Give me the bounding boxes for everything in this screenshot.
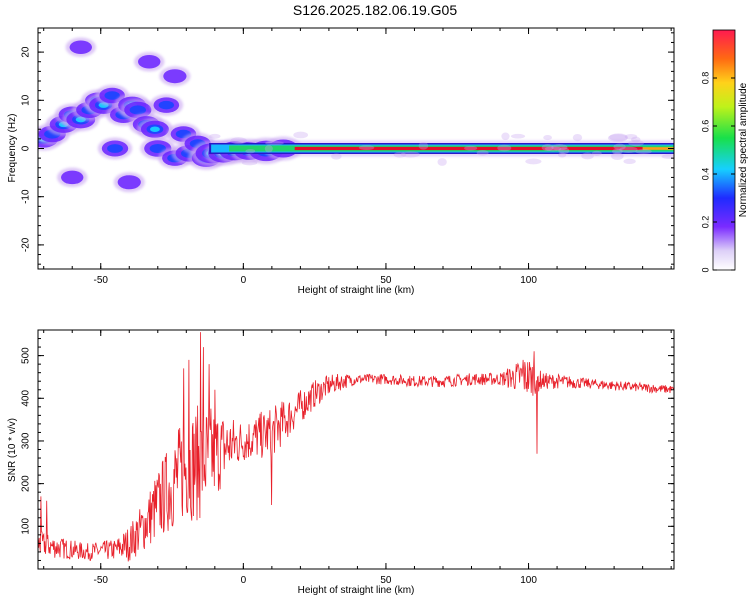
colorbar-gradient bbox=[712, 29, 736, 271]
colorbar-label: Normalized spectral amplitude bbox=[738, 82, 749, 217]
x-tick-label: 50 bbox=[380, 275, 392, 286]
noise-speckle bbox=[543, 135, 552, 141]
noise-speckle bbox=[558, 152, 567, 158]
noise-speckle bbox=[591, 150, 602, 156]
snr-x-label: Height of straight line (km) bbox=[298, 585, 415, 596]
x-tick-label: 0 bbox=[241, 575, 247, 586]
spectral-blob bbox=[134, 51, 165, 72]
colorbar-tick-label: 0.6 bbox=[700, 120, 710, 133]
spectral-blob bbox=[97, 137, 133, 160]
y-tick-label: -10 bbox=[21, 189, 32, 204]
noise-speckle bbox=[393, 151, 407, 158]
y-tick-label: 400 bbox=[21, 390, 32, 407]
snr-y-label: SNR (10 * v/v) bbox=[7, 418, 18, 482]
x-tick-label: -50 bbox=[94, 575, 109, 586]
noise-speckle bbox=[437, 158, 447, 166]
y-tick-label: 500 bbox=[21, 347, 32, 364]
noise-speckle bbox=[245, 149, 256, 154]
spectral-blob bbox=[136, 117, 173, 141]
y-tick-label: 200 bbox=[21, 475, 32, 492]
spectral-blob bbox=[159, 66, 191, 87]
colorbar: 0 0.2 0.4 0.6 0.8 Normalized spectral amplit… bbox=[700, 29, 749, 273]
y-tick-label: 100 bbox=[21, 518, 32, 535]
noise-speckle bbox=[624, 134, 638, 140]
noise-speckle bbox=[510, 133, 526, 139]
noise-speckle bbox=[230, 137, 247, 145]
noise-speckle bbox=[581, 152, 594, 160]
noise-speckle bbox=[611, 152, 624, 160]
spectral-ridge bbox=[209, 143, 674, 154]
spectrogram-x-label: Height of straight line (km) bbox=[298, 285, 415, 296]
noise-speckle bbox=[331, 153, 342, 160]
y-tick-label: 300 bbox=[21, 432, 32, 449]
x-tick-label: 50 bbox=[380, 575, 392, 586]
noise-speckle bbox=[607, 134, 628, 142]
noise-speckle bbox=[558, 147, 570, 155]
noise-speckle bbox=[265, 140, 284, 146]
colorbar-tick-label: 0 bbox=[700, 267, 710, 272]
x-tick-label: 100 bbox=[520, 575, 537, 586]
noise-speckle bbox=[635, 148, 652, 154]
noise-speckle bbox=[628, 139, 644, 147]
noise-speckle bbox=[264, 144, 273, 153]
noise-speckle bbox=[544, 146, 562, 152]
x-tick-label: 0 bbox=[241, 275, 247, 286]
noise-speckle bbox=[551, 143, 568, 151]
noise-speckle bbox=[619, 146, 638, 153]
noise-speckle bbox=[358, 145, 375, 151]
x-tick-label: -50 bbox=[94, 275, 109, 286]
noise-speckle bbox=[661, 154, 674, 159]
spectral-blob bbox=[149, 94, 184, 116]
noise-speckle bbox=[241, 160, 258, 166]
noise-speckle bbox=[611, 148, 623, 155]
snr-y-axis: 100 200 300 400 500 bbox=[21, 338, 674, 561]
snr-plot-area bbox=[38, 332, 674, 562]
chart-title: S126.2025.182.06.19.G05 bbox=[292, 2, 458, 18]
snr-series-line bbox=[38, 332, 674, 562]
noise-speckle bbox=[497, 144, 512, 152]
spectrogram-y-label: Frequency (Hz) bbox=[7, 114, 18, 183]
noise-speckle bbox=[464, 145, 478, 151]
spectral-blob bbox=[113, 172, 145, 193]
y-tick-label: 10 bbox=[21, 94, 32, 106]
spectral-blob bbox=[65, 37, 96, 58]
colorbar-tick-label: 0.8 bbox=[700, 72, 710, 85]
noise-speckle bbox=[293, 131, 309, 139]
noise-speckle bbox=[541, 144, 554, 152]
noise-speckle bbox=[209, 133, 221, 139]
spectral-blob bbox=[57, 167, 88, 188]
noise-speckle bbox=[525, 158, 542, 165]
spectrogram-x-axis: -50 0 50 100 bbox=[43, 28, 672, 286]
snr-x-axis: -50 0 50 100 bbox=[43, 330, 672, 586]
colorbar-tick-label: 0.2 bbox=[700, 216, 710, 229]
noise-speckle bbox=[501, 132, 510, 141]
colorbar-ticks: 0 0.2 0.4 0.6 0.8 bbox=[700, 72, 735, 273]
snr-panel: -50 0 50 100 100 200 300 400 500 Height of stra… bbox=[7, 329, 675, 596]
y-tick-label: 0 bbox=[21, 145, 32, 151]
noise-speckle bbox=[609, 133, 628, 142]
noise-speckle bbox=[613, 143, 626, 151]
x-tick-label: 100 bbox=[520, 275, 537, 286]
noise-speckle bbox=[476, 150, 489, 156]
noise-speckle bbox=[572, 133, 583, 142]
spectrogram-panel: -50 0 50 100 -20 -10 0 10 20 Height of straight… bbox=[7, 27, 675, 296]
y-tick-label: 20 bbox=[21, 46, 32, 58]
y-tick-label: -20 bbox=[21, 237, 32, 252]
noise-speckle bbox=[631, 136, 641, 143]
colorbar-tick-label: 0.4 bbox=[700, 168, 710, 181]
spectrogram-y-axis: -20 -10 0 10 20 bbox=[21, 32, 674, 265]
spectrogram-plot-area bbox=[38, 37, 674, 193]
noise-speckle bbox=[400, 151, 420, 158]
noise-speckle bbox=[418, 141, 429, 150]
noise-speckle bbox=[623, 158, 636, 165]
